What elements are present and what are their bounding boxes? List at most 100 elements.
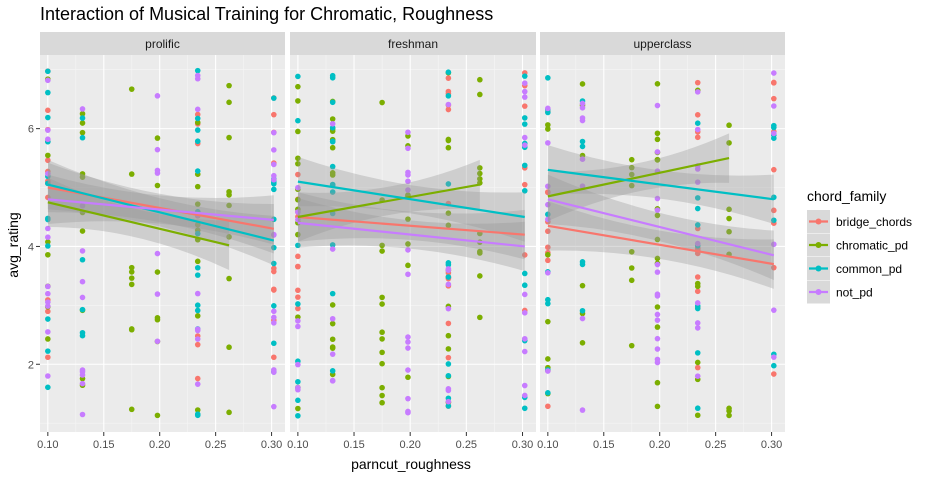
- data-point-not_pd: [45, 299, 51, 305]
- x-tick-label: 0.10: [37, 439, 58, 451]
- data-point-not_pd: [521, 142, 528, 148]
- x-tick-label: 0.30: [761, 439, 782, 451]
- x-tick-label: 0.10: [287, 439, 308, 451]
- data-point-bridge_chords: [771, 95, 777, 102]
- legend: chord_family bridge_chords chromatic_pdco…: [807, 188, 912, 304]
- legend-entry-not_pd: not_pd: [807, 280, 873, 304]
- data-point-chromatic_pd: [295, 98, 301, 104]
- data-point-bridge_chords: [771, 166, 777, 173]
- trend-line-not_pd: [47, 198, 274, 222]
- data-point-bridge_chords: [445, 320, 452, 327]
- data-point-not_pd: [521, 134, 528, 141]
- y-tick-label: 2: [28, 359, 34, 371]
- data-point-bridge_chords: [445, 75, 452, 81]
- data-point-not_pd: [445, 386, 452, 392]
- trend-line-common_pd: [297, 180, 525, 219]
- data-point-chromatic_pd: [226, 234, 232, 240]
- data-point-not_pd: [45, 234, 51, 241]
- data-point-chromatic_pd: [295, 155, 301, 162]
- data-point-chromatic_pd: [405, 262, 411, 269]
- data-point-chromatic_pd: [628, 156, 635, 163]
- data-point-not_pd: [405, 395, 411, 402]
- data-point-chromatic_pd: [226, 99, 232, 106]
- data-point-common_pd: [445, 261, 452, 268]
- data-point-common_pd: [545, 300, 551, 307]
- data-point-not_pd: [405, 271, 411, 278]
- legend-label: not_pd: [836, 286, 873, 300]
- data-point-common_pd: [194, 230, 201, 237]
- data-point-chromatic_pd: [79, 110, 86, 117]
- x-tick-label: 0.20: [399, 439, 420, 451]
- trend-line-chromatic_pd: [547, 157, 730, 198]
- data-point-not_pd: [45, 77, 51, 84]
- data-point-bridge_chords: [771, 80, 777, 86]
- data-point-not_pd: [79, 248, 86, 254]
- data-point-bridge_chords: [445, 106, 452, 113]
- x-axis-label: parncut_roughness: [351, 456, 471, 472]
- data-point-not_pd: [579, 407, 586, 413]
- data-point-not_pd: [405, 172, 411, 178]
- data-point-chromatic_pd: [654, 324, 661, 330]
- data-point-not_pd: [79, 202, 86, 209]
- data-point-not_pd: [771, 241, 777, 248]
- data-point-not_pd: [194, 326, 201, 332]
- data-point-not_pd: [545, 216, 551, 223]
- data-point-not_pd: [405, 247, 411, 253]
- data-point-chromatic_pd: [445, 210, 452, 216]
- data-point-chromatic_pd: [226, 202, 232, 209]
- data-point-chromatic_pd: [329, 320, 336, 327]
- data-point-common_pd: [295, 242, 301, 249]
- data-point-bridge_chords: [771, 371, 777, 377]
- trend-line-common_pd: [547, 168, 774, 201]
- data-point-common_pd: [521, 187, 528, 194]
- data-point-not_pd: [694, 373, 701, 379]
- data-point-chromatic_pd: [379, 294, 385, 301]
- data-point-chromatic_pd: [654, 236, 661, 243]
- data-point-chromatic_pd: [226, 409, 232, 416]
- data-point-chromatic_pd: [128, 171, 135, 177]
- facet-strip: [290, 32, 536, 55]
- data-point-not_pd: [271, 308, 277, 315]
- data-point-not_pd: [154, 338, 161, 345]
- data-point-common_pd: [521, 115, 528, 121]
- data-point-not_pd: [545, 183, 551, 190]
- trend-lines-prolific: [47, 183, 275, 247]
- data-point-chromatic_pd: [445, 332, 452, 339]
- data-point-not_pd: [45, 170, 51, 177]
- data-point-common_pd: [295, 301, 301, 307]
- data-point-common_pd: [521, 73, 528, 79]
- data-point-chromatic_pd: [628, 171, 635, 178]
- legend-label: chromatic_pd: [836, 239, 908, 253]
- data-point-chromatic_pd: [79, 120, 86, 126]
- data-point-chromatic_pd: [154, 316, 161, 323]
- data-point-bridge_chords: [445, 354, 452, 361]
- data-point-chromatic_pd: [545, 356, 551, 362]
- data-point-not_pd: [445, 281, 452, 288]
- x-tick-label: 0.15: [593, 439, 614, 451]
- data-point-chromatic_pd: [654, 136, 661, 143]
- data-point-common_pd: [545, 109, 551, 116]
- data-point-not_pd: [79, 380, 86, 387]
- data-point-bridge_chords: [694, 79, 701, 86]
- data-point-not_pd: [654, 102, 661, 109]
- data-point-not_pd: [194, 290, 201, 297]
- data-point-common_pd: [79, 306, 86, 313]
- data-point-chromatic_pd: [194, 313, 201, 319]
- data-point-not_pd: [445, 101, 452, 108]
- data-point-chromatic_pd: [477, 170, 483, 177]
- data-point-chromatic_pd: [194, 119, 201, 126]
- data-point-not_pd: [271, 172, 277, 179]
- data-point-chromatic_pd: [128, 269, 135, 275]
- data-point-bridge_chords: [694, 288, 701, 295]
- data-point-chromatic_pd: [154, 269, 161, 275]
- legend-entry-common_pd: common_pd: [807, 257, 902, 280]
- data-point-not_pd: [545, 368, 551, 374]
- data-point-not_pd: [154, 170, 161, 176]
- data-point-common_pd: [579, 261, 586, 268]
- facet-prolific: prolific 0.10 0.15 0.20 0.25 0.30 2 4 6: [28, 32, 285, 451]
- data-point-not_pd: [405, 187, 411, 193]
- data-point-common_pd: [194, 412, 201, 419]
- data-point-common_pd: [79, 115, 86, 121]
- data-point-chromatic_pd: [329, 345, 336, 351]
